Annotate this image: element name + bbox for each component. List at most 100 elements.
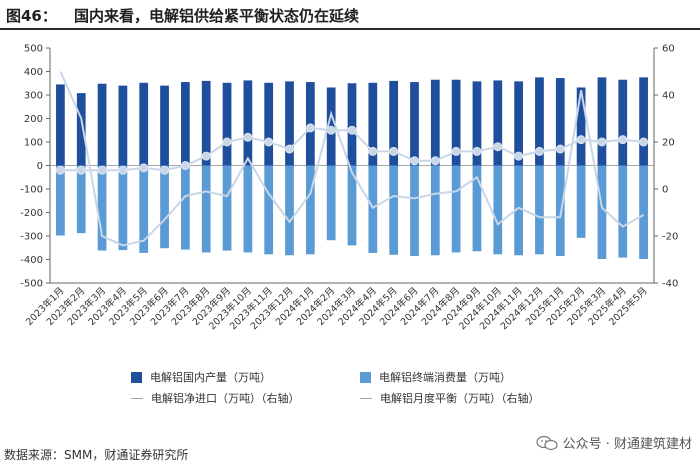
net-import-point	[639, 137, 649, 147]
net-import-point	[472, 146, 482, 156]
left-tick-label: 200	[24, 114, 43, 125]
bar-production	[347, 83, 357, 166]
legend-item-net-import: 电解铝净进口（万吨）（右轴）	[131, 390, 300, 406]
left-tick-label: -500	[20, 279, 43, 290]
bar-production	[118, 85, 128, 166]
bar-production	[264, 82, 274, 166]
bar-consumption	[326, 165, 336, 241]
legend-item-consumption: 电解铝终端消费量（万吨）	[360, 369, 511, 385]
net-import-point	[76, 165, 86, 175]
left-tick-label: 400	[24, 67, 43, 78]
right-tick-label: 40	[662, 91, 675, 102]
left-tick-label: -300	[20, 232, 43, 243]
bar-production	[160, 85, 169, 166]
wechat-icon	[535, 435, 558, 450]
left-tick-label: 0	[37, 161, 43, 172]
net-import-point	[347, 125, 357, 135]
legend-label-production: 电解铝国内产量（万吨）	[150, 371, 271, 384]
legend-label-net-import: 电解铝净进口（万吨）（右轴）	[151, 392, 300, 405]
right-tick-label: 0	[662, 185, 668, 196]
net-import-point	[180, 161, 190, 170]
right-tick-label: -40	[662, 279, 678, 290]
left-tick-label: 100	[24, 138, 43, 149]
left-tick-label: -400	[20, 255, 43, 266]
figure-title: 国内来看，电解铝供给紧平衡状态仍在延续	[74, 7, 360, 25]
bar-line-chart: -500-400-300-200-1000100200300400500-40-…	[20, 44, 678, 333]
bar-production	[285, 81, 294, 166]
bar-production	[493, 80, 503, 166]
net-import-point	[409, 156, 419, 166]
bar-production	[555, 78, 565, 166]
data-source-note: 数据来源：SMM，财通证券研究所	[4, 448, 189, 462]
left-tick-label: 300	[24, 91, 43, 102]
bar-production	[181, 82, 190, 166]
net-import-point	[118, 165, 128, 175]
net-import-point	[555, 144, 565, 154]
bar-consumption	[576, 165, 586, 238]
bar-production	[56, 84, 65, 166]
net-import-point	[160, 165, 170, 175]
bar-consumption	[243, 165, 253, 253]
left-tick-label: 500	[24, 44, 43, 55]
net-import-point	[534, 146, 544, 156]
bar-consumption	[222, 165, 232, 251]
bar-consumption	[535, 165, 544, 255]
bar-consumption	[347, 165, 357, 246]
bar-production	[201, 80, 211, 166]
watermark-text: 公众号 · 财通建筑建材	[562, 437, 692, 452]
bar-consumption	[368, 165, 378, 253]
bar-consumption	[410, 165, 419, 256]
net-import-point	[243, 132, 253, 142]
figure-number: 图46：	[6, 7, 57, 25]
bar-production	[535, 77, 544, 166]
bar-consumption	[181, 165, 190, 250]
bar-production	[243, 80, 253, 166]
bar-production	[389, 80, 399, 166]
net-import-point	[139, 163, 149, 173]
net-import-point	[285, 144, 295, 154]
bar-consumption	[597, 165, 607, 260]
bar-production	[472, 81, 482, 166]
bar-consumption	[451, 165, 461, 253]
bar-consumption	[514, 165, 523, 256]
bar-consumption	[618, 165, 628, 258]
bar-production	[368, 82, 378, 166]
bar-consumption	[493, 165, 503, 255]
bar-consumption	[430, 165, 440, 256]
net-import-point	[368, 146, 378, 156]
net-import-point	[55, 165, 65, 175]
bar-consumption	[285, 165, 294, 256]
net-import-point	[618, 135, 628, 145]
bar-consumption	[264, 165, 274, 255]
bar-consumption	[56, 165, 65, 236]
figure-title-bar: 图46： 国内来看，电解铝供给紧平衡状态仍在延续	[0, 0, 700, 30]
net-import-point	[597, 137, 607, 147]
net-import-point	[576, 135, 586, 145]
net-import-point	[514, 151, 524, 161]
bar-consumption	[639, 165, 648, 260]
bar-production	[639, 77, 648, 166]
net-import-point	[305, 123, 315, 133]
net-import-point	[451, 146, 461, 156]
bar-consumption	[472, 165, 482, 252]
legend-swatch-monthly-balance	[360, 397, 372, 399]
bar-production	[430, 79, 440, 166]
right-tick-label: 60	[662, 44, 675, 55]
bar-consumption	[97, 165, 107, 251]
bar-production	[222, 82, 232, 166]
net-import-point	[97, 165, 107, 175]
legend-item-monthly-balance: 电解铝月度平衡（万吨）（右轴）	[360, 390, 540, 406]
watermark: 公众号 · 财通建筑建材	[535, 433, 692, 452]
legend-label-consumption: 电解铝终端消费量（万吨）	[379, 371, 511, 384]
bar-production	[97, 83, 107, 166]
line-monthly-balance	[59, 71, 645, 247]
legend-item-production: 电解铝国内产量（万吨）	[131, 369, 271, 385]
bar-production	[410, 82, 419, 166]
bar-production	[514, 81, 523, 166]
bar-consumption	[305, 165, 315, 255]
left-tick-label: -200	[20, 208, 43, 219]
bar-production	[451, 79, 461, 166]
bar-production	[618, 79, 628, 166]
legend-swatch-consumption	[360, 371, 371, 383]
net-import-point	[264, 137, 274, 147]
